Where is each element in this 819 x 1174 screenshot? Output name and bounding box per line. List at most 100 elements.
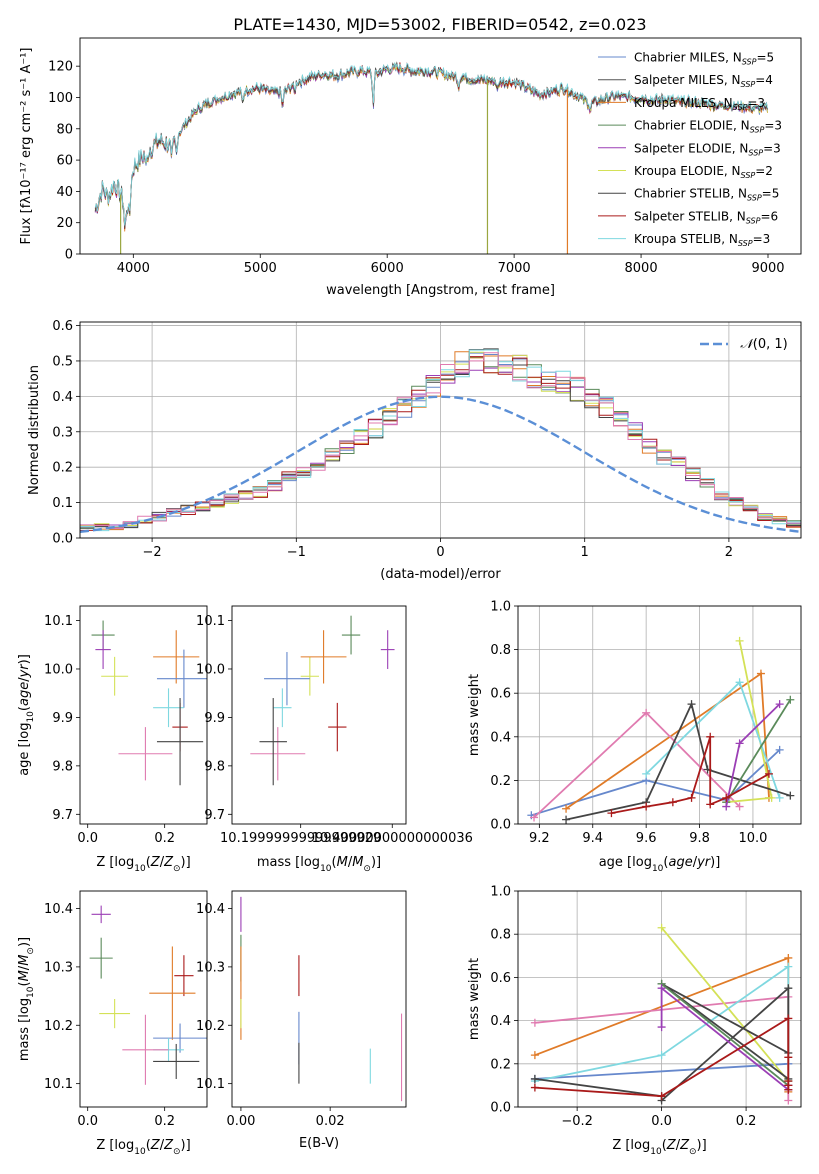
x-axis-label-part: )] (710, 855, 720, 870)
x-axis-label: wavelength [Angstrom, rest frame] (326, 283, 555, 298)
x-axis-label-part: age (668, 855, 692, 870)
x-axis-label-part: Z [log (612, 1138, 650, 1153)
x-axis-label-part: Z (150, 855, 161, 870)
weight-marker (657, 984, 666, 993)
y-tick-label: 9.8 (52, 759, 73, 774)
errorbar-point (156, 698, 204, 786)
y-axis-label-part: ( (17, 981, 32, 986)
legend-label: Chabrier ELODIE, NSSP=3 (634, 119, 782, 135)
x-axis-label-part: Z (666, 1138, 677, 1153)
weight-marker (668, 798, 677, 807)
legend-label: Kroupa STELIB, NSSP=3 (634, 232, 770, 248)
legend-label: Chabrier MILES, NSSP=5 (634, 51, 774, 67)
y-axis-label-part: ⊙ (26, 947, 36, 955)
legend-label-sub: SSP (741, 80, 756, 89)
y-tick-label: 10.0 (44, 662, 73, 677)
errorbar-point (259, 698, 287, 786)
y-tick-label: 1.0 (490, 885, 511, 900)
axes-frame (231, 890, 407, 1108)
errorbar-point (99, 999, 131, 1029)
y-tick-label: 0.5 (52, 354, 73, 369)
errorbar-point (149, 946, 196, 1040)
weight-marker (775, 793, 784, 802)
y-tick-label: 10.3 (196, 960, 225, 975)
x-tick-label: −0.2 (561, 1114, 593, 1129)
x-axis-label-part: M (337, 855, 348, 870)
x-axis-label-part: 10 (652, 864, 664, 874)
legend-label: Salpeter ELODIE, NSSP=3 (634, 141, 781, 157)
weight-marker (657, 1092, 666, 1101)
legend-label-sub: SSP (748, 148, 763, 157)
legend-label-sub: SSP (741, 171, 756, 180)
y-tick-label: 0.3 (52, 425, 73, 440)
x-tick-label: 9.6 (636, 831, 657, 846)
x-axis-label-part: Z (679, 1138, 690, 1153)
x-tick-label: 9000 (751, 261, 784, 276)
x-axis-label-part: )] (697, 1138, 707, 1153)
x-tick-label: 0.0 (651, 1114, 672, 1129)
x-tick-label: 1 (581, 545, 589, 560)
x-axis-label-part: / (160, 1138, 165, 1153)
y-tick-label: 0.4 (490, 730, 511, 745)
y-tick-label: 0.6 (490, 971, 511, 986)
weight-marker (784, 1096, 793, 1105)
weight-marker (786, 791, 795, 800)
y-tick-label: 0.0 (52, 532, 73, 547)
errorbar-point (300, 630, 347, 684)
errorbar-point (118, 727, 173, 781)
weight-series-line (611, 736, 770, 814)
y-tick-label: 10.3 (44, 960, 73, 975)
x-axis-label-part: Z (163, 1138, 174, 1153)
legend-label-sub: SSP (747, 194, 762, 203)
y-axis-label-part: 10 (26, 711, 36, 723)
x-tick-label: 4000 (117, 261, 150, 276)
axes-frame (79, 321, 802, 539)
x-tick-label: 0.00 (226, 1114, 255, 1129)
axes-frame (517, 890, 802, 1108)
weight-marker (530, 1074, 539, 1083)
legend-label: Salpeter STELIB, NSSP=6 (634, 209, 778, 225)
y-axis-label-part: )] (17, 937, 32, 947)
weight-marker (607, 809, 616, 818)
legend-label: Salpeter MILES, NSSP=4 (634, 73, 773, 89)
weight-marker (722, 802, 731, 811)
weight-marker (735, 636, 744, 645)
weight-marker (786, 695, 795, 704)
x-axis-label-part: ⊙ (363, 864, 371, 874)
weight-marker (657, 1051, 666, 1060)
y-axis-label-part: mass [log (17, 998, 32, 1061)
y-axis-label: Flux [fλ10⁻¹⁷ erg cm⁻² s⁻¹ A⁻¹] (19, 48, 34, 245)
legend-label-suffix: =6 (760, 209, 778, 223)
errorbar-point (153, 630, 200, 684)
legend-label-text: Chabrier STELIB, N (634, 187, 747, 201)
weight-marker (735, 739, 744, 748)
y-tick-label: 100 (48, 91, 73, 106)
weight-series-line (533, 711, 741, 819)
y-tick-label: 10.2 (196, 1019, 225, 1034)
legend-label: Chabrier STELIB, NSSP=5 (634, 187, 779, 203)
x-axis-label-part: Z (150, 1138, 161, 1153)
weight-marker (775, 745, 784, 754)
legend-label-sub: SSP (750, 126, 765, 135)
weight-marker (735, 802, 744, 811)
y-axis-label-part: / (17, 965, 32, 970)
y-tick-label: 10.4 (44, 902, 73, 917)
y-tick-label: 0.2 (490, 774, 511, 789)
y-tick-label: 9.7 (204, 808, 225, 823)
x-tick-label: 9.4 (582, 831, 603, 846)
residual-hist-panel: −2 −1 0 1 2 0.0 0.1 0.2 0.3 0.4 0.5 0.6 𝒩(0, 1) (data… (27, 319, 802, 582)
x-axis-label-part: Z (163, 855, 174, 870)
x-axis-label: age [log10(age/yr)] (599, 855, 721, 874)
y-tick-label: 0.6 (490, 687, 511, 702)
legend-label-suffix: =3 (753, 232, 771, 246)
y-tick-label: 0.0 (490, 818, 511, 833)
x-axis-label-part: / (693, 855, 698, 870)
x-axis-label-part: ⊙ (689, 1147, 697, 1157)
y-tick-label: 9.7 (52, 808, 73, 823)
gaussian-curve (79, 395, 802, 533)
legend-label-suffix: =5 (756, 51, 774, 65)
age-weight-panel: 9.2 9.4 9.6 9.8 10.0 0.0 0.2 0.4 0.6 0.8 1.0 mass w… (467, 600, 802, 874)
weight-marker (687, 793, 696, 802)
legend-label-suffix: =3 (764, 119, 782, 133)
weight-marker (775, 700, 784, 709)
